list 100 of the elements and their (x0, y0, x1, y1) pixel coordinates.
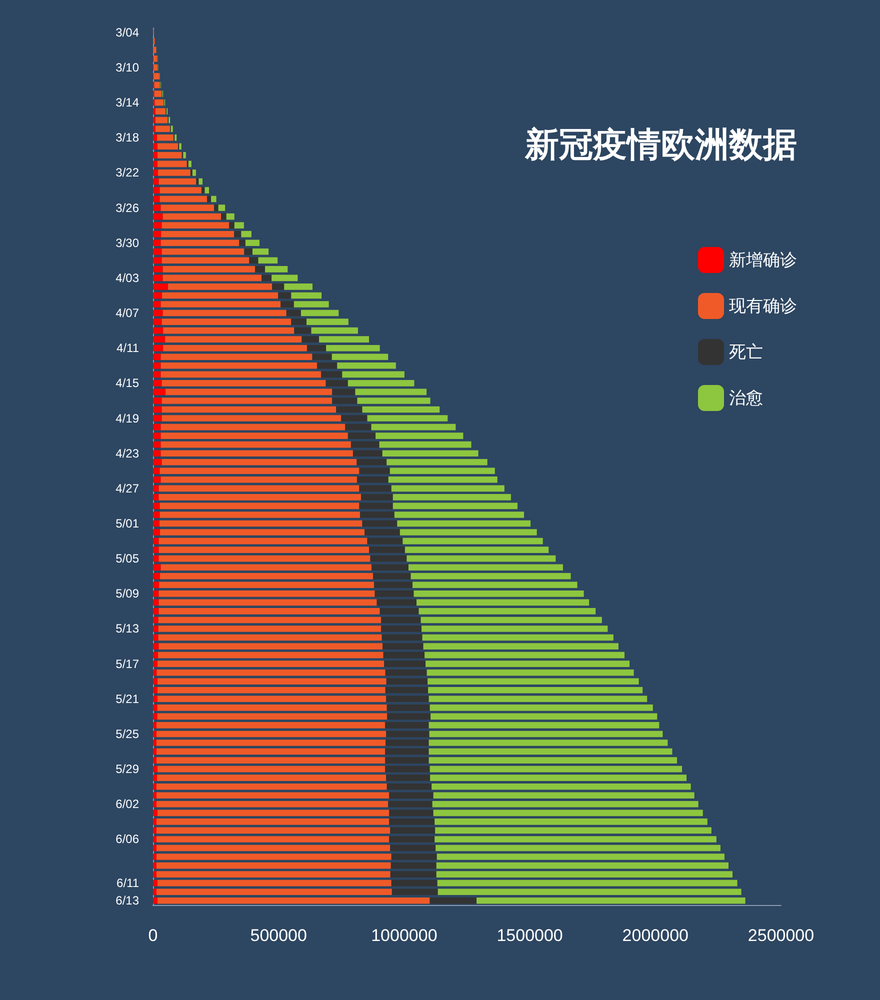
bar (385, 766, 430, 772)
bar (158, 485, 360, 492)
bar (392, 494, 511, 500)
bar (376, 432, 464, 439)
bar (153, 213, 163, 220)
y-tick-label: 4/23 (116, 446, 140, 460)
bar (153, 432, 161, 439)
bar (370, 555, 407, 562)
bar (386, 704, 430, 711)
bar (156, 792, 390, 799)
legend-label: 新增确诊 (729, 250, 797, 270)
bar (153, 134, 158, 141)
bar (416, 599, 590, 606)
bar (385, 669, 427, 676)
legend-label: 死亡 (729, 342, 763, 362)
bar (158, 494, 361, 500)
bar (342, 371, 404, 378)
bar (162, 222, 230, 228)
y-tick-label: 3/10 (116, 60, 140, 74)
bar (156, 730, 386, 738)
bar (362, 520, 398, 527)
bar (476, 897, 746, 904)
bar (252, 248, 269, 255)
bar (158, 634, 382, 641)
bar (156, 862, 391, 869)
bar (245, 240, 260, 246)
bar (352, 450, 382, 456)
bar (258, 257, 278, 264)
bar (153, 371, 161, 378)
y-tick-label: 3/04 (116, 25, 140, 40)
bar (154, 56, 158, 62)
x-tick-label: 0 (148, 926, 158, 945)
bar (158, 143, 178, 150)
bar (160, 564, 372, 571)
bar (160, 204, 214, 211)
bar (156, 757, 386, 764)
bar (153, 310, 163, 316)
bar (160, 301, 281, 308)
bar (160, 371, 322, 378)
bar (162, 458, 357, 466)
bar (241, 230, 252, 238)
bar (160, 187, 202, 194)
bar (311, 327, 358, 334)
bar (153, 380, 162, 386)
bar (153, 274, 163, 282)
bar (388, 800, 432, 808)
bar (153, 108, 156, 114)
bar (153, 626, 158, 632)
bar (374, 590, 414, 597)
bar (332, 398, 358, 404)
bar (158, 686, 386, 694)
bar (362, 406, 440, 413)
y-tick-label: 5/01 (116, 516, 140, 531)
bar (367, 415, 448, 422)
y-tick-label: 6/13 (116, 894, 140, 908)
bar (390, 871, 436, 878)
bar (412, 582, 578, 588)
bar (153, 783, 157, 790)
bar (234, 222, 244, 228)
bar (356, 458, 387, 466)
bar (332, 354, 388, 360)
bar (153, 318, 162, 325)
bar (272, 274, 298, 282)
bar (153, 415, 162, 422)
y-tick-label: 3/18 (116, 130, 140, 145)
y-tick-label: 6/06 (116, 832, 140, 846)
bar (204, 187, 210, 194)
bar (153, 240, 161, 246)
bar (229, 222, 234, 228)
bar (162, 415, 342, 422)
bar (385, 748, 429, 755)
bar (332, 388, 356, 396)
bar (153, 766, 158, 772)
y-tick-label: 6/02 (116, 797, 140, 812)
bar (386, 678, 428, 685)
bar (153, 836, 157, 842)
bar (156, 800, 388, 808)
bar (226, 213, 234, 220)
bar (153, 888, 157, 895)
bar (153, 634, 158, 641)
bar (160, 468, 360, 474)
bar (345, 424, 372, 430)
bar (153, 827, 157, 834)
bar (153, 599, 159, 606)
bar (367, 538, 403, 544)
bar (153, 204, 161, 211)
y-tick-label: 5/25 (116, 726, 140, 741)
bar (158, 660, 384, 667)
bar (272, 284, 284, 290)
bar (156, 108, 166, 114)
y-tick-label: 5/09 (116, 586, 140, 601)
bar (157, 704, 387, 711)
bar (153, 248, 162, 255)
bar (428, 686, 643, 694)
bar (168, 284, 272, 290)
bar (386, 730, 430, 738)
bar (153, 494, 159, 500)
bar (390, 844, 436, 852)
bar (435, 827, 712, 834)
x-tick-label: 2500000 (748, 926, 814, 945)
